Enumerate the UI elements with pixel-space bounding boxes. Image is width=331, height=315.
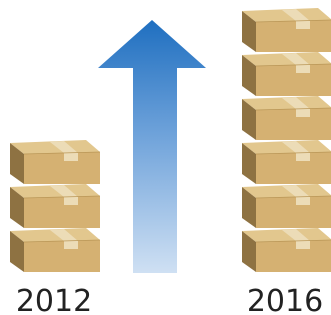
growth-illustration: 2012 2016 — [0, 0, 331, 315]
up-arrow — [98, 20, 206, 273]
box — [242, 140, 331, 184]
box-stack-right — [242, 8, 331, 272]
box — [242, 8, 331, 52]
box-stack-left — [10, 140, 100, 272]
year-label: 2016 — [247, 284, 323, 315]
box — [10, 228, 100, 272]
page: 2012 2016 (() => { const data = JSON.par… — [0, 0, 331, 315]
arrow — [98, 20, 206, 273]
box — [242, 184, 331, 228]
box — [10, 140, 100, 184]
box — [242, 52, 331, 96]
box — [242, 228, 331, 272]
box — [242, 96, 331, 140]
year-label: 2012 — [16, 284, 92, 315]
box — [10, 184, 100, 228]
